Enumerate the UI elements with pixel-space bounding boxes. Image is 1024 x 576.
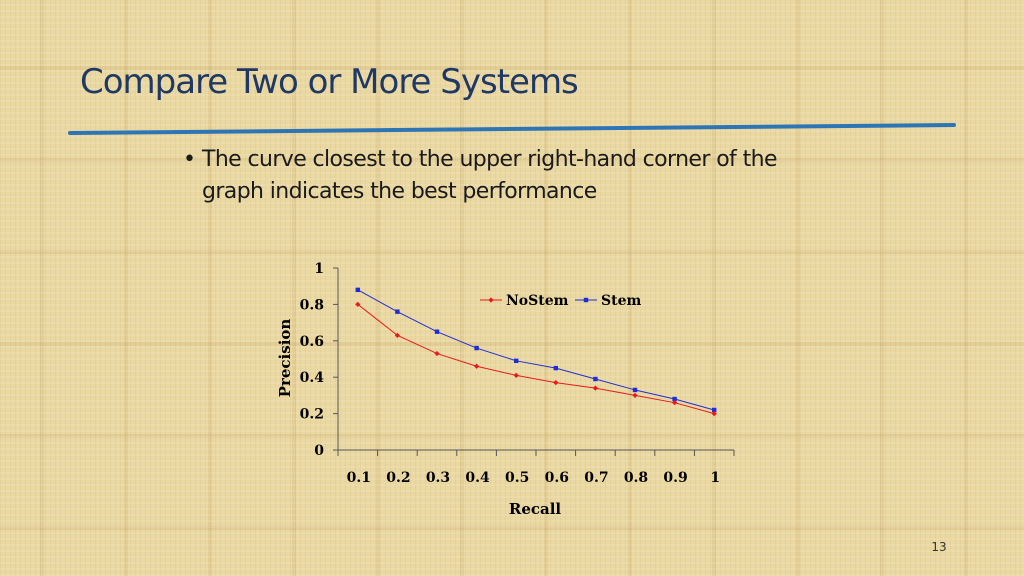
x-axis-title: Recall <box>509 500 562 518</box>
series-nostem <box>355 301 717 417</box>
bullet-dot-icon: • <box>183 147 196 172</box>
slide-number: 13 <box>931 540 947 554</box>
y-tick-label: 0.8 <box>300 297 324 313</box>
legend-label: NoStem <box>506 293 569 309</box>
data-point <box>672 396 677 402</box>
bullet-list: • The curve closest to the upper right-h… <box>183 144 843 208</box>
legend-item-stem: Stem <box>575 293 641 309</box>
x-tick-label: 0.4 <box>465 470 490 486</box>
data-point <box>712 407 717 413</box>
x-tick-label: 0.8 <box>624 470 648 486</box>
data-point <box>434 329 440 334</box>
legend-label: Stem <box>601 293 641 309</box>
x-tick-label: 0.2 <box>386 470 410 486</box>
x-tick-label: 0.1 <box>347 470 371 486</box>
data-point <box>592 385 598 391</box>
chart-legend: NoStem Stem <box>480 293 641 309</box>
x-tick-label: 0.5 <box>505 470 529 486</box>
data-point <box>514 358 519 364</box>
data-point <box>632 387 638 393</box>
chart-axes: 0 0.2 0.4 0.6 0.8 1 0.1 0.2 0.3 0.4 0.5 0.6 0.7 0.8 0.… <box>276 261 735 518</box>
bullet-item: • The curve closest to the upper right-h… <box>183 144 843 208</box>
data-point <box>672 400 678 406</box>
data-point <box>593 376 598 382</box>
series-line <box>357 289 715 411</box>
x-tick-label: 0.9 <box>663 470 687 486</box>
data-point <box>711 411 717 417</box>
data-point <box>395 309 400 314</box>
chart-series <box>355 287 717 417</box>
slide-title: Compare Two or More Systems <box>80 62 579 102</box>
data-point <box>632 392 638 398</box>
legend-item-nostem: NoStem <box>480 293 569 309</box>
y-tick-label: 0.2 <box>300 407 324 423</box>
x-tick-label: 0.3 <box>426 470 450 486</box>
y-tick-label: 0.6 <box>300 334 324 350</box>
data-point <box>474 345 479 351</box>
y-axis-title: Precision <box>276 319 294 398</box>
x-tick-label: 0.6 <box>545 470 569 486</box>
data-point <box>355 301 361 307</box>
legend-marker <box>488 297 494 303</box>
series-stem <box>355 287 717 413</box>
data-point <box>513 372 519 378</box>
data-point <box>394 332 400 338</box>
y-tick-label: 0 <box>314 443 324 459</box>
data-point <box>474 363 480 369</box>
legend-marker <box>583 297 589 303</box>
x-tick-label: 1 <box>710 470 720 486</box>
x-tick-label: 0.7 <box>584 470 608 486</box>
series-line <box>357 304 715 415</box>
bullet-text: The curve closest to the upper right-han… <box>202 147 778 204</box>
y-tick-label: 1 <box>314 261 324 277</box>
data-point <box>434 350 440 357</box>
data-point <box>553 365 558 371</box>
data-point <box>355 287 360 293</box>
data-point <box>553 380 559 386</box>
y-tick-label: 0.4 <box>300 370 325 386</box>
